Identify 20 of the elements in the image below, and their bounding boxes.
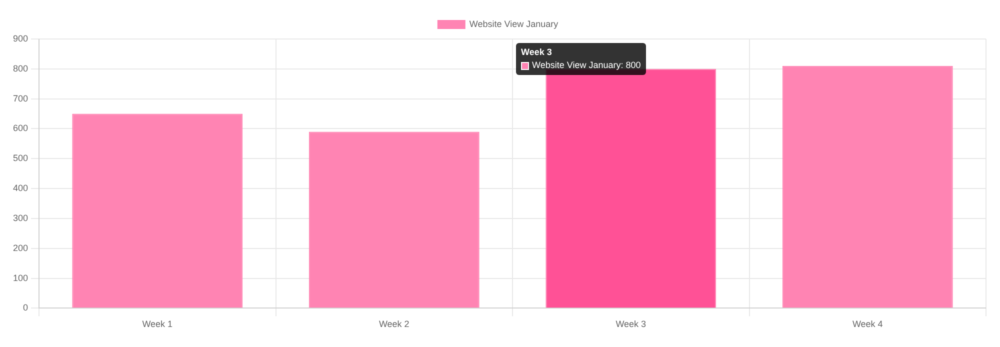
legend-label: Website View January: [469, 18, 559, 29]
x-tick-label: Week 1: [142, 319, 173, 330]
y-tick-label: 200: [12, 242, 28, 253]
y-tick-label: 100: [12, 272, 28, 283]
x-tick-label: Week 4: [852, 319, 883, 330]
y-tick-label: 700: [12, 93, 28, 104]
bar: [308, 132, 480, 308]
y-tick-label: 500: [12, 153, 28, 164]
y-tick-label: 400: [12, 183, 28, 194]
annotation: Week 3: [521, 46, 552, 59]
x-tick-label: Week 3: [616, 319, 646, 330]
y-tick-label: 900: [12, 33, 28, 44]
bar: [72, 114, 243, 308]
y-tick-label: 800: [12, 63, 28, 74]
y-tick-label: 600: [12, 123, 28, 134]
bar: [782, 66, 953, 308]
y-tick-label: 0: [23, 302, 28, 313]
y-tick-label: 300: [12, 212, 28, 223]
annotation: Website View January: 800: [532, 59, 641, 72]
x-tick-label: Week 2: [378, 319, 410, 330]
